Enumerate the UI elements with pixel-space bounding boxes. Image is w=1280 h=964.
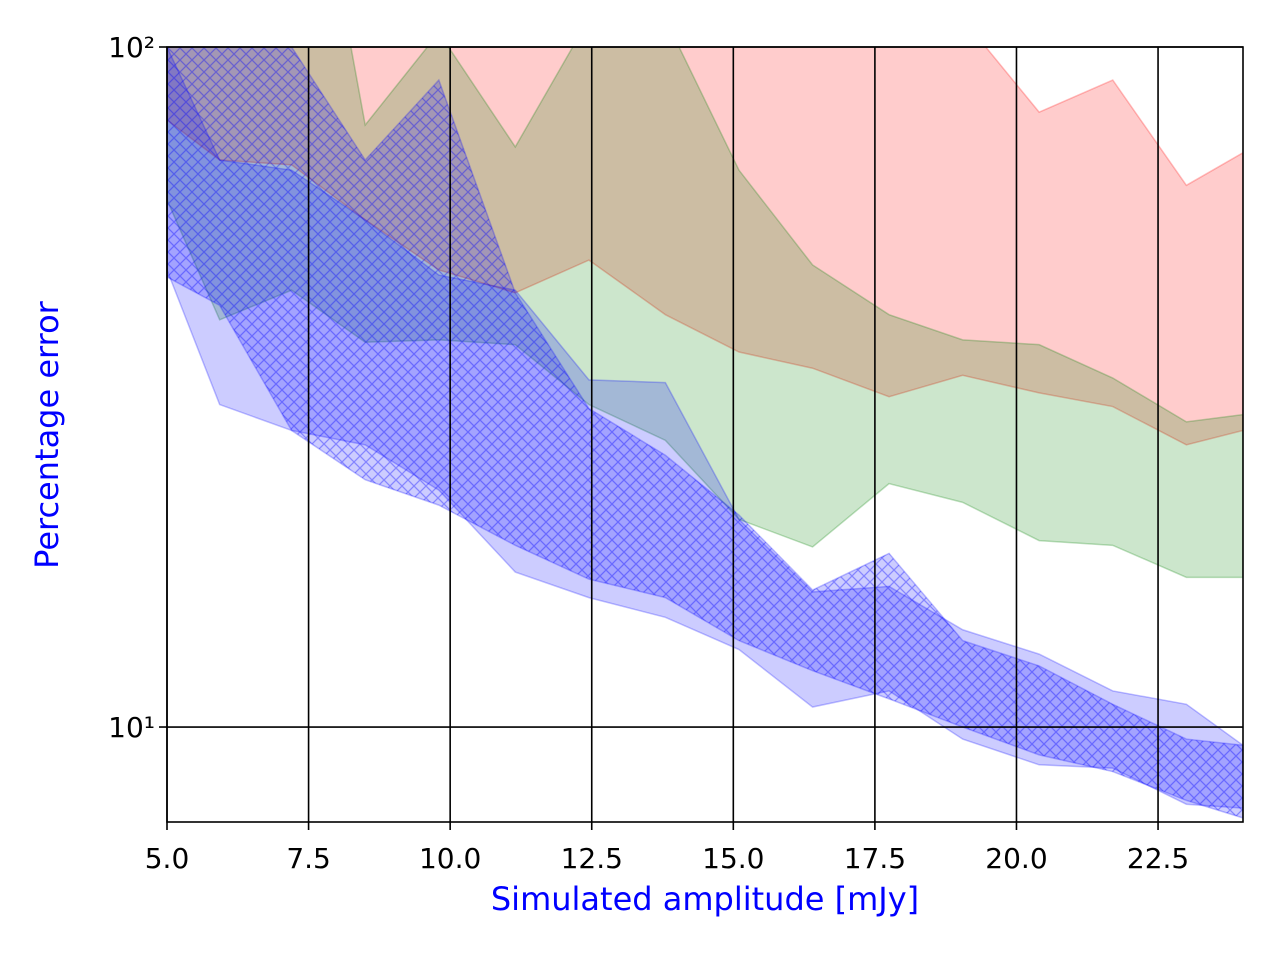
plot-frame bbox=[166, 46, 1244, 823]
x-tick-label: 12.5 bbox=[561, 842, 623, 875]
y-axis-label: Percentage error bbox=[28, 300, 66, 569]
bands bbox=[167, 47, 1243, 819]
x-tick-label: 20.0 bbox=[985, 842, 1047, 875]
x-tick-label: 15.0 bbox=[702, 842, 764, 875]
axes: 5.0 7.5 10.0 12.5 15.0 17.5 20.0 22.5 10¹ 10² bbox=[108, 31, 1244, 875]
x-tick-label: 22.5 bbox=[1127, 842, 1189, 875]
x-tick-label: 17.5 bbox=[844, 842, 906, 875]
y-tick-label: 10² bbox=[108, 31, 155, 64]
x-tick-label: 5.0 bbox=[145, 842, 190, 875]
x-tick-label: 10.0 bbox=[419, 842, 481, 875]
grid bbox=[166, 46, 1243, 822]
x-tick-label: 7.5 bbox=[286, 842, 331, 875]
band-hatch bbox=[167, 47, 1243, 818]
y-tick-label: 10¹ bbox=[108, 711, 155, 744]
x-axis-label: Simulated amplitude [mJy] bbox=[491, 880, 919, 918]
